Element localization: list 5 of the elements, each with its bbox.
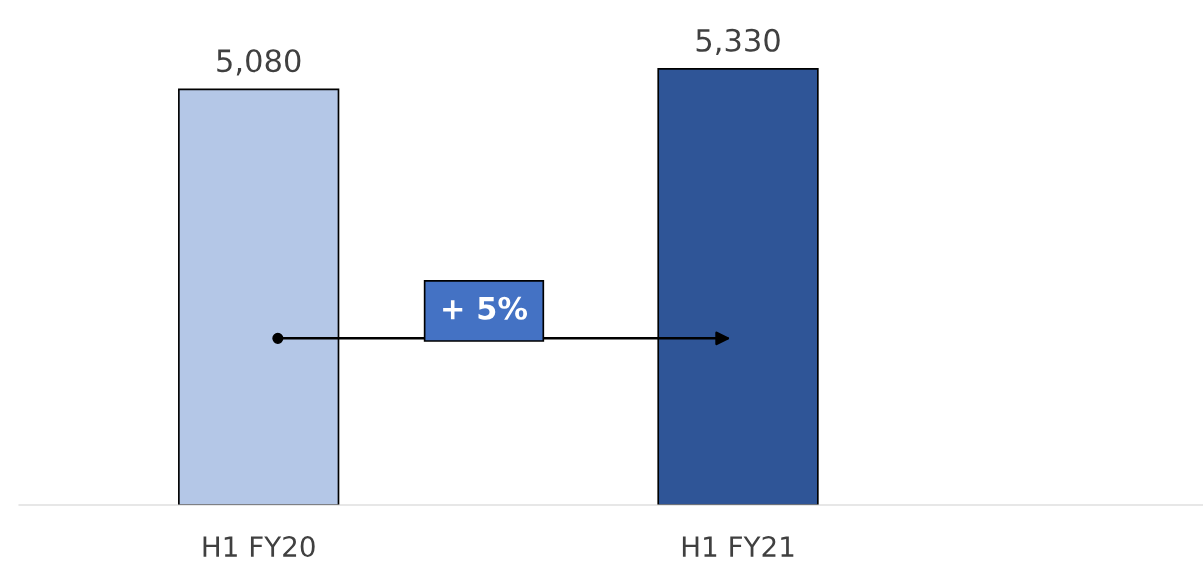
x-tick-label: H1 FY21 <box>682 536 794 557</box>
data-label: 5,330 <box>696 28 780 55</box>
data-label: 5,080 <box>217 49 301 76</box>
annotation: + 5% <box>443 296 528 320</box>
x-tick-label: H1 FY20 <box>203 536 315 558</box>
